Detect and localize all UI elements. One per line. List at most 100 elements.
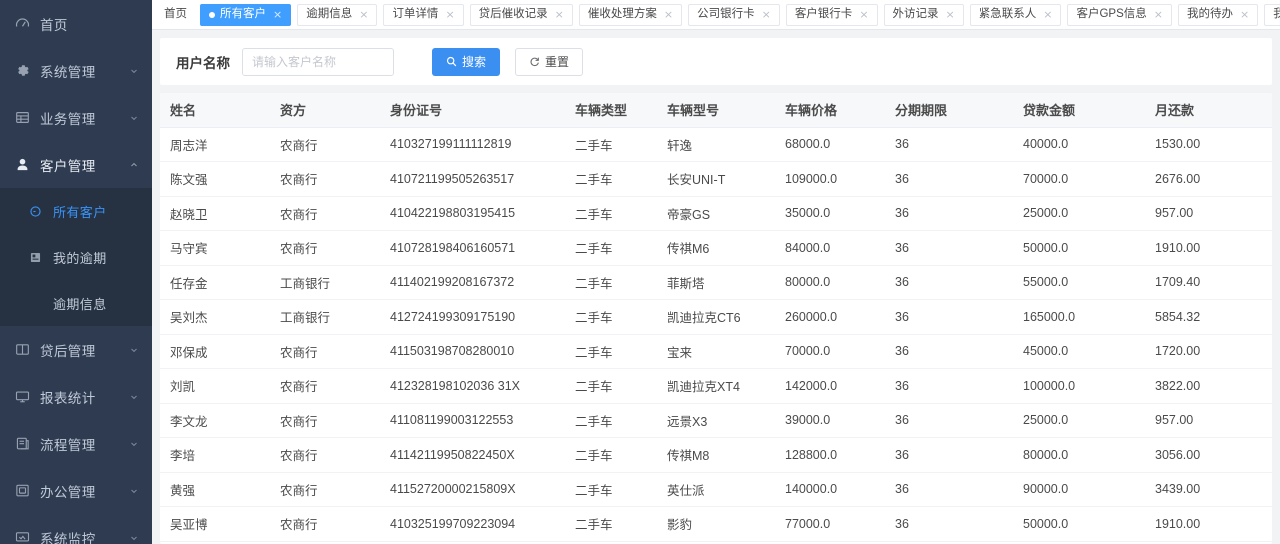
- table-row[interactable]: 赵晓卫 农商行 410422198803195415 二手车 帝豪GS 35000.0 36…: [160, 196, 1272, 231]
- cell-vtype: 二手车: [565, 230, 657, 266]
- sidebar-subitem-0[interactable]: 所有客户: [0, 188, 152, 234]
- tab-2[interactable]: 逾期信息 ×: [297, 3, 378, 26]
- reset-button[interactable]: 重置: [515, 47, 584, 76]
- close-icon[interactable]: ×: [359, 8, 369, 21]
- sidebar-item-2[interactable]: 业务管理: [0, 94, 152, 141]
- table-row[interactable]: 马守宾 农商行 410728198406160571 二手车 传祺M6 84000.0 36…: [160, 230, 1272, 266]
- tab-10[interactable]: 客户GPS信息 ×: [1067, 3, 1172, 26]
- tab-5[interactable]: 催收处理方案 ×: [578, 3, 683, 26]
- table-row[interactable]: 吴亚博 农商行 410325199709223094 二手车 影豹 77000.0 36 50…: [160, 506, 1272, 542]
- cell-monthly: 1720.00: [1145, 334, 1265, 369]
- cell-monthly: 1910.00: [1145, 506, 1265, 542]
- sidebar-item-0[interactable]: 首页: [0, 0, 152, 47]
- close-icon[interactable]: ×: [859, 8, 869, 21]
- tab-6[interactable]: 公司银行卡 ×: [688, 3, 780, 26]
- chevron-down-icon[interactable]: [129, 486, 139, 496]
- tab-3[interactable]: 订单详情 ×: [383, 3, 464, 26]
- chevron-down-icon[interactable]: [129, 439, 139, 449]
- tab-11[interactable]: 我的待办 ×: [1177, 3, 1259, 26]
- cell-id: 412724199309175190: [380, 299, 565, 335]
- doc-icon: [28, 250, 43, 265]
- close-icon[interactable]: ×: [945, 8, 955, 21]
- table-header-cell-3: 车辆类型: [565, 93, 657, 128]
- cell-name: 刘凯: [160, 368, 270, 404]
- tab-4[interactable]: 贷后催收记录 ×: [469, 3, 573, 26]
- tab-label: 外访记录: [892, 7, 939, 20]
- cell-action: 详情: [1265, 265, 1272, 300]
- sidebar-item-5[interactable]: 报表统计: [0, 373, 152, 420]
- cell-vmodel: 凯迪拉克XT4: [657, 368, 775, 404]
- cell-fund: 农商行: [270, 403, 380, 438]
- cell-monthly: 1910.00: [1145, 230, 1265, 266]
- sidebar-item-8[interactable]: 系统监控: [0, 514, 152, 544]
- tab-label: 催收处理方案: [587, 7, 657, 20]
- close-icon[interactable]: ×: [273, 8, 283, 21]
- tab-label: 贷后催收记录: [478, 7, 548, 20]
- table-row[interactable]: 黄强 农商行 41152720000215809X 二手车 英仕派 140000.0 36 9…: [160, 472, 1272, 507]
- table-row[interactable]: 周志洋 农商行 410327199111112819 二手车 轩逸 68000.0 36 40…: [160, 127, 1272, 162]
- sidebar-subitem-2[interactable]: 逾期信息: [0, 280, 152, 326]
- cell-id: 41152720000215809X: [380, 472, 565, 507]
- close-icon[interactable]: ×: [445, 8, 455, 21]
- sidebar-item-label: 客户管理: [40, 158, 96, 174]
- table-row[interactable]: 李文龙 农商行 411081199003122553 二手车 远景X3 39000.0 36…: [160, 403, 1272, 438]
- cell-term: 36: [885, 334, 1013, 369]
- cell-monthly: 1530.00: [1145, 127, 1265, 162]
- tab-label: 逾期信息: [306, 7, 353, 20]
- table-row[interactable]: 刘凯 农商行 412328198102036 31X 二手车 凯迪拉克XT4 142000…: [160, 368, 1272, 404]
- cell-vmodel: 远景X3: [657, 403, 775, 438]
- table-row[interactable]: 李培 农商行 41142119950822450X 二手车 传祺M8 128800.0 36…: [160, 437, 1272, 473]
- cell-monthly: 5854.32: [1145, 299, 1265, 335]
- search-button[interactable]: 搜索: [432, 47, 501, 76]
- table-header-row: 姓名资方身份证号车辆类型车辆型号车辆价格分期期限贷款金额月还款操作: [160, 93, 1272, 128]
- cell-monthly: 3822.00: [1145, 368, 1265, 404]
- close-icon[interactable]: ×: [1239, 8, 1250, 21]
- cell-action: 详情: [1265, 472, 1272, 507]
- tab-1[interactable]: 所有客户 ×: [200, 3, 292, 26]
- close-icon[interactable]: ×: [761, 8, 771, 21]
- tab-7[interactable]: 客户银行卡 ×: [785, 3, 878, 26]
- search-input[interactable]: [242, 47, 394, 76]
- cell-term: 36: [885, 403, 1013, 438]
- sidebar-item-3[interactable]: 客户管理: [0, 141, 152, 188]
- chevron-down-icon[interactable]: [129, 113, 139, 123]
- cell-term: 36: [885, 265, 1013, 300]
- chevron-down-icon[interactable]: [129, 392, 139, 402]
- tab-label: 我的流程: [1273, 8, 1280, 21]
- tab-bar[interactable]: 首页 所有客户 × 逾期信息 × 订单详情 × 贷后催收记录 × 催收处理方案 × 公司银行卡 × 客户银…: [152, 0, 1280, 30]
- close-icon[interactable]: ×: [663, 8, 674, 21]
- close-icon[interactable]: ×: [554, 8, 564, 21]
- chevron-down-icon[interactable]: [129, 345, 139, 355]
- sidebar-subitem-1[interactable]: 我的逾期: [0, 234, 152, 280]
- cell-vtype: 二手车: [565, 265, 657, 300]
- sidebar-item-4[interactable]: 贷后管理: [0, 326, 152, 373]
- cell-loan: 50000.0: [1013, 230, 1145, 266]
- cell-fund: 农商行: [270, 161, 380, 197]
- cell-price: 77000.0: [775, 506, 885, 542]
- sidebar-item-1[interactable]: 系统管理: [0, 47, 152, 94]
- table-row[interactable]: 陈文强 农商行 410721199505263517 二手车 长安UNI-T 109000…: [160, 161, 1272, 197]
- close-icon[interactable]: ×: [1043, 8, 1053, 21]
- table-row[interactable]: 任存金 工商银行 411402199208167372 二手车 菲斯塔 80000.0 36…: [160, 265, 1272, 300]
- close-icon[interactable]: ×: [1153, 8, 1163, 21]
- table-row[interactable]: 邓保成 农商行 411503198708280010 二手车 宝来 70000.0 36 45…: [160, 334, 1272, 369]
- sidebar-item-7[interactable]: 办公管理: [0, 467, 152, 514]
- cell-loan: 80000.0: [1013, 437, 1145, 473]
- sidebar-item-6[interactable]: 流程管理: [0, 420, 152, 467]
- cell-fund: 农商行: [270, 368, 380, 404]
- cell-name: 周志洋: [160, 127, 270, 162]
- tab-9[interactable]: 紧急联系人 ×: [969, 3, 1062, 26]
- chevron-down-icon[interactable]: [129, 66, 139, 76]
- cell-price: 140000.0: [775, 472, 885, 507]
- cell-term: 36: [885, 299, 1013, 335]
- chevron-down-icon[interactable]: [129, 533, 139, 543]
- table-row[interactable]: 吴刘杰 工商银行 412724199309175190 二手车 凯迪拉克CT6 26000…: [160, 299, 1272, 335]
- tab-0[interactable]: 首页: [160, 3, 194, 26]
- cell-fund: 农商行: [270, 437, 380, 473]
- tab-8[interactable]: 外访记录 ×: [883, 3, 964, 26]
- chevron-up-icon[interactable]: [129, 160, 139, 170]
- cell-name: 李文龙: [160, 403, 270, 438]
- tab-12[interactable]: 我的流程×: [1264, 3, 1280, 26]
- monitor-icon: [14, 388, 31, 405]
- cell-term: 36: [885, 161, 1013, 197]
